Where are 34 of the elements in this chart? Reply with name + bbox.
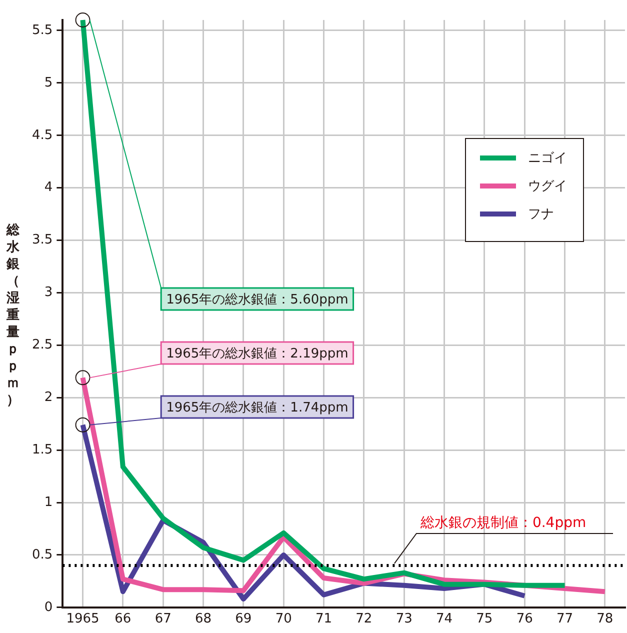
x-tick-label: 78 [596, 612, 614, 627]
y-tick-label: 1.5 [32, 442, 53, 458]
y-tick-label: 3.5 [32, 232, 53, 248]
y-tick-label: 0.5 [32, 547, 53, 562]
x-tick-label: 66 [114, 612, 132, 627]
x-tick-label: 72 [356, 612, 372, 627]
y-tick-label: 0 [44, 600, 53, 615]
x-tick-label: 74 [436, 612, 453, 627]
x-tick-label: 75 [476, 612, 493, 627]
y-tick-label: 3 [44, 285, 53, 300]
y-tick-label: 5.5 [32, 22, 53, 38]
legend-label: ニゴイ [528, 150, 567, 167]
annotation: 1965年の総水銀値：5.60ppm [166, 292, 348, 308]
x-tick-label: 70 [275, 612, 292, 627]
y-tick-label: 4 [44, 180, 53, 196]
annotation: 1965年の総水銀値：2.19ppm [166, 346, 348, 362]
annotation: 1965年の総水銀値：1.74ppm [166, 400, 348, 416]
text: 総水銀（湿重量ｐｐｍ） [6, 223, 20, 408]
y-tick-label: 4.5 [32, 128, 53, 143]
x-tick-label: 69 [235, 612, 252, 627]
y-tick-label: 1 [44, 494, 53, 510]
x-tick-label: 67 [154, 612, 172, 627]
y-tick-label: 5 [44, 75, 53, 90]
x-tick-label: 73 [396, 612, 412, 627]
x-tick-label: 76 [516, 612, 533, 627]
x-tick-label: 71 [315, 612, 332, 627]
x-tick-label: 68 [194, 612, 212, 627]
x-tick-label: 77 [556, 612, 574, 627]
x-tick-label: 1965 [66, 612, 100, 627]
legend-label: フナ [528, 206, 554, 223]
y-tick-label: 2 [44, 390, 53, 405]
y-tick-label: 2.5 [32, 338, 53, 353]
legend-label: ウグイ [528, 178, 567, 195]
ref-line-label: 総水銀の規制値：0.4ppm [419, 515, 586, 532]
